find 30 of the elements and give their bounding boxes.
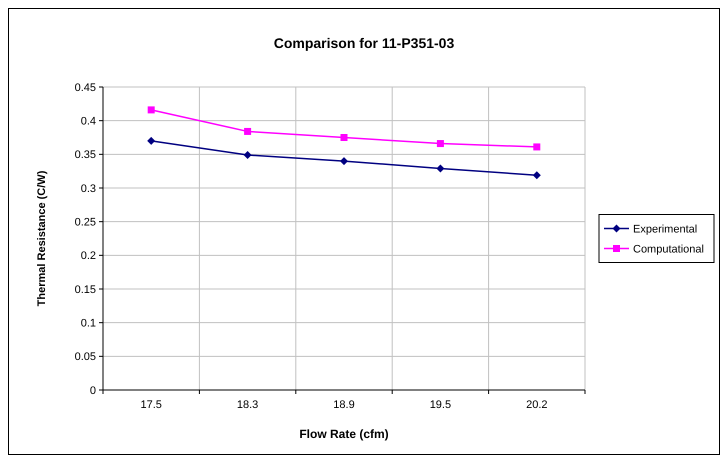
y-axis-title: Thermal Resistance (C/W)	[36, 170, 48, 306]
point	[244, 128, 252, 135]
x-tick-label: 18.9	[333, 399, 355, 411]
point	[340, 134, 348, 141]
y-tick-label: 0.25	[74, 216, 96, 229]
legend-label: Experimental	[633, 223, 698, 236]
y-tick-label: 0.45	[74, 82, 96, 94]
point	[148, 106, 155, 114]
x-tick-label: 19.5	[430, 399, 452, 411]
y-tick-label: 0.4	[80, 116, 96, 128]
point	[532, 171, 541, 180]
point	[340, 157, 348, 166]
x-tick-label: 17.5	[140, 399, 162, 411]
x-axis-title: Flow Rate (cfm)	[299, 427, 389, 441]
y-tick-label: 0.3	[80, 182, 96, 195]
y-tick-label: 0.15	[74, 284, 96, 296]
y-tick-label: 0.1	[80, 318, 96, 330]
chart-title: Comparison for 11-P351-03	[274, 35, 454, 51]
y-tick-label: 0.2	[80, 250, 96, 262]
point	[244, 151, 252, 160]
point	[436, 164, 444, 172]
y-tick-label: 0.05	[74, 351, 96, 364]
point	[436, 140, 444, 148]
legend-label: Computational	[633, 243, 704, 256]
x-tick-label: 18.3	[236, 399, 258, 411]
point	[147, 136, 156, 145]
y-tick-label: 0.35	[74, 149, 96, 162]
y-tick-label: 0	[90, 384, 96, 397]
point	[533, 143, 540, 150]
x-tick-label: 20.2	[526, 399, 548, 411]
